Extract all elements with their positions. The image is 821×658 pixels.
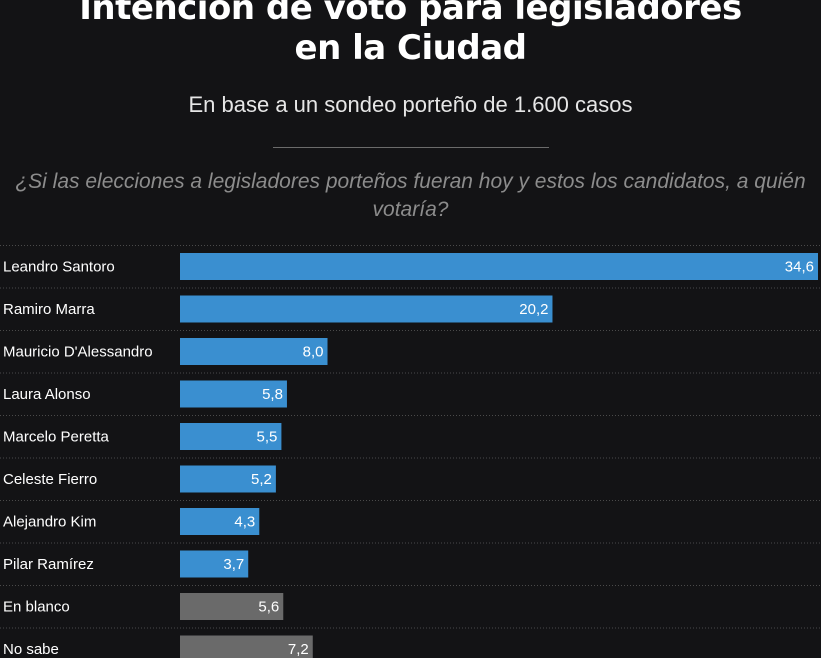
bar (180, 253, 818, 280)
value-label: 8,0 (303, 344, 324, 361)
bar-row: Marcelo Peretta 5,5 (0, 415, 821, 450)
category-label: Pilar Ramírez (3, 556, 94, 573)
value-label: 20,2 (519, 301, 548, 318)
bar (180, 550, 249, 578)
value-label: 5,6 (258, 599, 279, 616)
bar (180, 593, 284, 620)
chart-title-line-1: Intención de voto para legisladores (79, 0, 742, 28)
bar (180, 465, 276, 493)
survey-question: ¿Si las elecciones a legisladores porteñ… (15, 170, 806, 221)
bar-row: Pilar Ramírez 3,7 (0, 542, 821, 578)
bar (180, 380, 287, 408)
category-label: No sabe (3, 641, 59, 658)
category-label: En blanco (3, 599, 70, 616)
category-label: Marcelo Peretta (3, 429, 110, 446)
value-label: 4,3 (234, 514, 255, 531)
chart-subtitle: En base a un sondeo porteño de 1.600 cas… (188, 92, 633, 117)
value-label: 34,6 (785, 259, 814, 276)
bar (180, 508, 260, 535)
bar-row: Mauricio D'Alessandro 8,0 (0, 330, 821, 365)
bar-row: Leandro Santoro 34,6 (0, 245, 821, 280)
chart-title-line-2: en la Ciudad (294, 28, 527, 68)
category-label: Laura Alonso (3, 386, 91, 403)
category-label: Alejandro Kim (3, 514, 96, 531)
bar-row: Alejandro Kim 4,3 (0, 500, 821, 535)
category-label: Leandro Santoro (3, 259, 115, 276)
bar-row: En blanco 5,6 (0, 585, 821, 620)
bar-row: No sabe 7,2 (0, 627, 821, 658)
bar-row: Ramiro Marra 20,2 (0, 287, 821, 323)
bar-row: Laura Alonso 5,8 (0, 372, 821, 408)
category-label: Ramiro Marra (3, 301, 95, 318)
value-label: 5,8 (262, 386, 283, 403)
value-label: 5,2 (251, 471, 272, 488)
value-label: 5,5 (257, 429, 278, 446)
category-label: Celeste Fierro (3, 471, 97, 488)
category-label: Mauricio D'Alessandro (3, 344, 153, 361)
header-divider (273, 147, 549, 148)
bar (180, 423, 282, 450)
value-label: 7,2 (288, 641, 309, 658)
value-label: 3,7 (223, 556, 244, 573)
bar (180, 635, 313, 658)
bar (180, 338, 328, 365)
chart-title: Intención de voto para legisladores en l… (0, 0, 821, 68)
bar (180, 295, 553, 323)
bar-row: Celeste Fierro 5,2 (0, 457, 821, 493)
